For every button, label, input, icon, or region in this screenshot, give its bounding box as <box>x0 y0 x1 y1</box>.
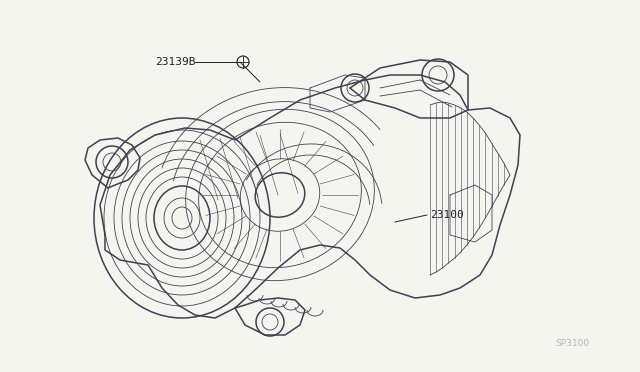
Text: 23139B: 23139B <box>155 57 195 67</box>
Text: 23100: 23100 <box>430 210 464 220</box>
Text: SP3100: SP3100 <box>556 339 590 348</box>
